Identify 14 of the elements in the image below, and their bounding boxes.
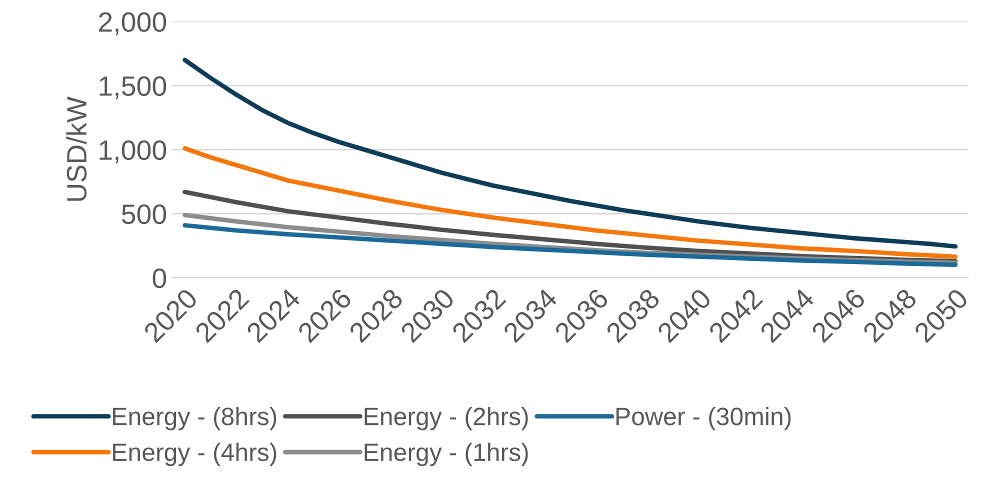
line-series bbox=[182, 223, 958, 267]
legend-label: Energy - (8hrs) bbox=[113, 406, 276, 430]
y-axis-title: USD/kW bbox=[66, 96, 87, 201]
legend-label: Energy - (4hrs) bbox=[113, 442, 276, 466]
y-tick-label: 500 bbox=[122, 204, 166, 224]
line-series bbox=[182, 58, 958, 249]
legend-label: Power - (30min) bbox=[616, 406, 791, 430]
y-tick-label: 0 bbox=[152, 268, 166, 288]
legend-label: Energy - (2hrs) bbox=[364, 406, 528, 430]
y-tick-label: 2,000 bbox=[99, 12, 166, 36]
line-series bbox=[182, 146, 958, 259]
legend-label: Energy - (1hrs) bbox=[364, 442, 528, 466]
y-tick-label: 1,000 bbox=[100, 140, 166, 164]
y-tick-label: 1,500 bbox=[100, 76, 166, 100]
